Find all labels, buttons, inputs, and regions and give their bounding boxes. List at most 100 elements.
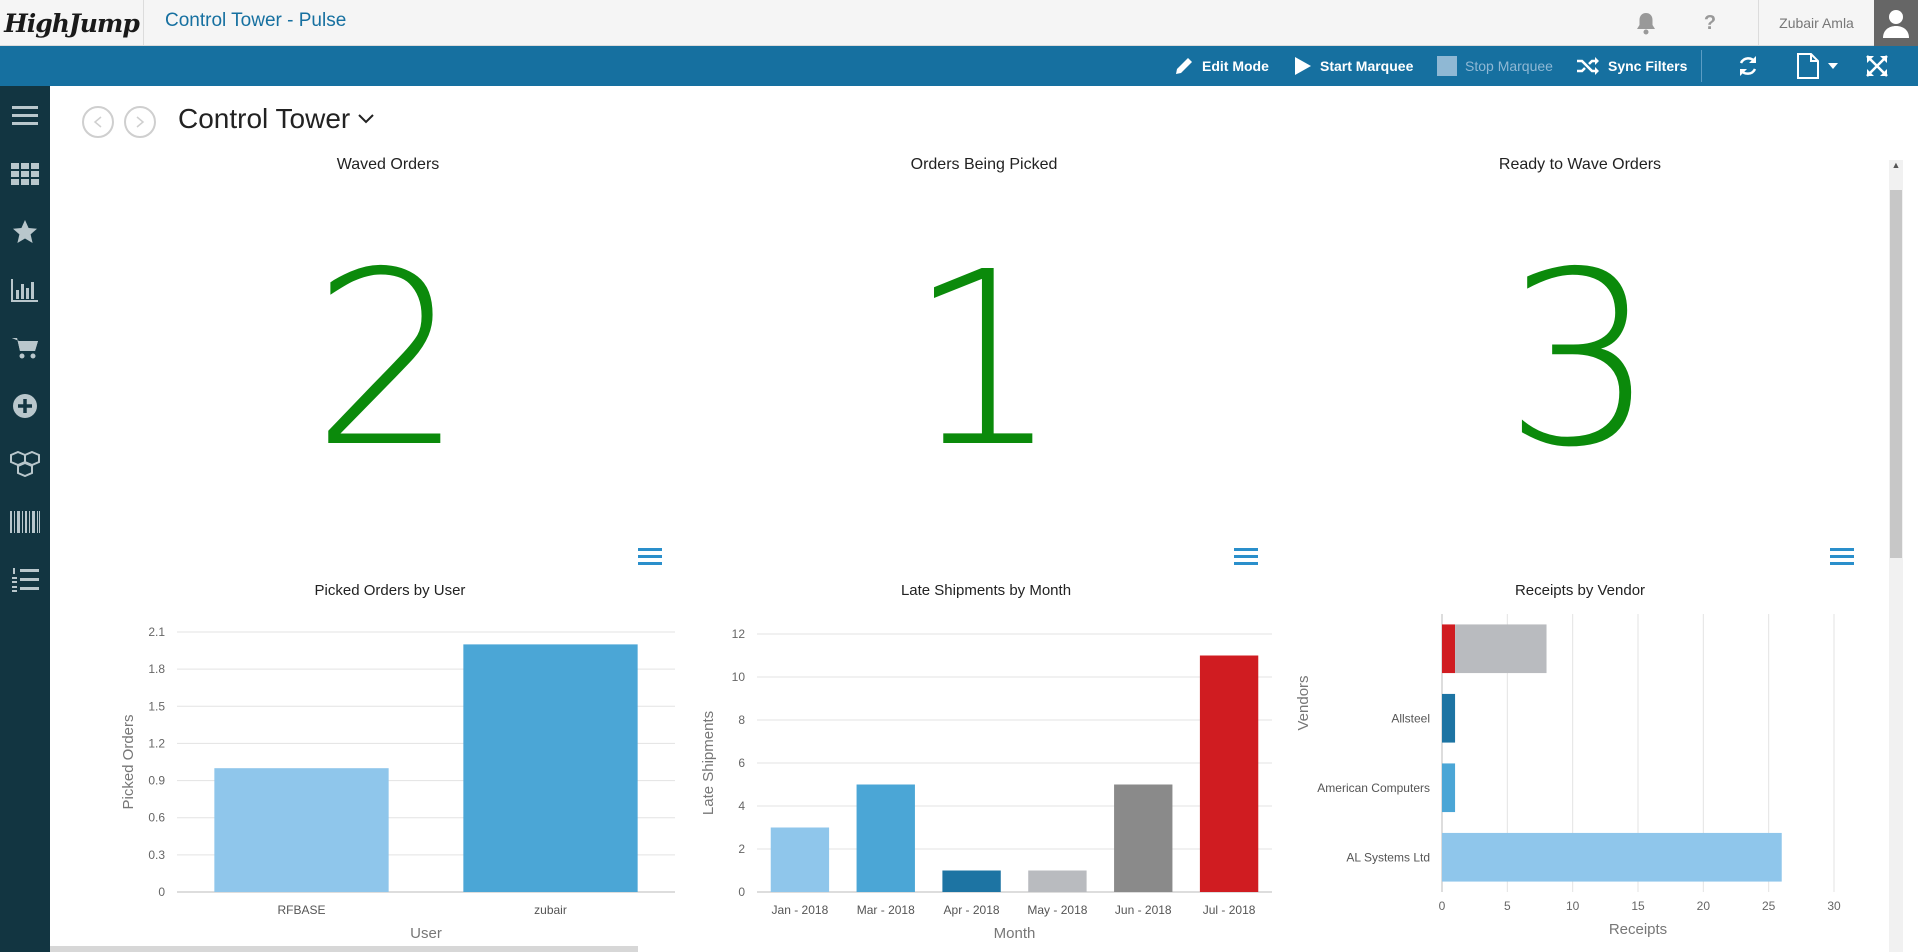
vertical-scrollbar-thumb[interactable] (1890, 190, 1902, 558)
bar (1442, 693, 1456, 743)
next-dashboard-button[interactable] (124, 106, 156, 138)
star-icon[interactable] (9, 216, 41, 248)
app-title: Control Tower - Pulse (165, 10, 347, 31)
y-axis-label: Vendors (1295, 675, 1312, 730)
y-tick-label: 12 (732, 627, 746, 641)
refresh-icon (1739, 56, 1757, 76)
bar (770, 827, 830, 892)
y-tick-label: 1.2 (148, 736, 165, 750)
pencil-icon (1176, 58, 1192, 74)
sidebar (0, 86, 50, 952)
chevron-right-icon (136, 116, 145, 128)
x-tick-label: May - 2018 (1027, 903, 1087, 917)
picked-orders-chart: 0 0.3 0.6 0.9 1.2 1.5 1.8 2.1 RFBASE zubair User Pi… (120, 625, 675, 942)
kpi-value-orders-being-picked: 1 (907, 220, 1061, 500)
x-tick-label: Mar - 2018 (857, 903, 915, 917)
x-tick-label: RFBASE (277, 903, 325, 917)
user-icon (1883, 10, 1909, 38)
fullscreen-button[interactable] (1866, 46, 1888, 86)
apps-grid-icon[interactable] (9, 158, 41, 190)
menu-icon[interactable] (9, 100, 41, 132)
y-tick-label: 0.6 (148, 811, 165, 825)
numbered-list-icon[interactable] (9, 564, 41, 596)
chart-menu-icon[interactable] (638, 546, 662, 566)
x-tick-label: zubair (534, 903, 567, 917)
y-tick-label: Allsteel (1391, 711, 1430, 725)
chart-menu-icon[interactable] (1830, 546, 1854, 566)
plus-circle-icon[interactable] (9, 390, 41, 422)
x-tick-label: 20 (1697, 899, 1711, 913)
chart-menu-icon[interactable] (1234, 546, 1258, 566)
avatar[interactable] (1874, 0, 1918, 46)
x-tick-label: Jun - 2018 (1115, 903, 1172, 917)
kpi-value-waved-orders: 2 (311, 220, 465, 500)
y-tick-label: 0.9 (148, 774, 165, 788)
expand-icon (1866, 55, 1888, 77)
dashboard-title: Control Tower (178, 103, 351, 134)
kpi-title-orders-being-picked: Orders Being Picked (910, 156, 1058, 173)
cart-icon[interactable] (9, 332, 41, 364)
chart-title-receipts-by-vendor: Receipts by Vendor (1514, 582, 1646, 599)
receipts-by-vendor-chart: 0 5 10 15 20 25 30 Allsteel American Computers AL… (1295, 614, 1841, 938)
dashboard-selector[interactable]: Control Tower (178, 103, 374, 135)
barcode-icon[interactable] (9, 506, 41, 538)
bar (463, 644, 638, 892)
edit-mode-button[interactable]: Edit Mode (1174, 46, 1269, 86)
y-tick-label: 4 (738, 799, 745, 813)
document-icon (1797, 53, 1819, 79)
x-tick-label: 10 (1566, 899, 1580, 913)
y-tick-label: 0.3 (148, 848, 165, 862)
kpi-title-waved-orders: Waved Orders (336, 156, 440, 173)
x-axis-label: Receipts (1609, 921, 1667, 938)
chart-title-late-shipments: Late Shipments by Month (900, 582, 1072, 599)
bar (942, 870, 1001, 892)
x-tick-label: 0 (1439, 899, 1446, 913)
y-tick-label: 1.5 (148, 699, 165, 713)
bar (1028, 870, 1087, 892)
play-icon (1295, 57, 1311, 75)
bar (1442, 832, 1782, 882)
y-tick-label: 2.1 (148, 625, 165, 639)
bar (1442, 624, 1456, 674)
y-tick-label: 2 (738, 842, 745, 856)
bar (1442, 763, 1456, 813)
bar (856, 784, 915, 892)
bell-icon[interactable] (1632, 9, 1660, 37)
refresh-button[interactable] (1736, 46, 1760, 86)
y-tick-label: AL Systems Ltd (1346, 850, 1430, 864)
chevron-left-icon (93, 116, 102, 128)
help-icon[interactable]: ? (1703, 11, 1717, 34)
x-tick-label: Apr - 2018 (944, 903, 1000, 917)
horizontal-scrollbar[interactable] (50, 946, 638, 952)
scroll-up-arrow-icon[interactable]: ▲ (1891, 160, 1901, 170)
bar-chart-icon[interactable] (9, 274, 41, 306)
y-tick-label: 0 (738, 885, 745, 899)
x-tick-label: Jan - 2018 (772, 903, 829, 917)
bar (214, 768, 389, 892)
x-tick-label: Jul - 2018 (1203, 903, 1256, 917)
x-tick-label: 15 (1631, 899, 1645, 913)
chevron-down-icon (358, 114, 374, 124)
top-header: HighJump Control Tower - Pulse ? Zubair … (0, 0, 1918, 46)
export-dropdown-button[interactable] (1796, 46, 1838, 86)
bar (1114, 784, 1173, 892)
chart-title-picked-orders: Picked Orders by User (314, 582, 466, 599)
y-tick-label: 6 (738, 756, 745, 770)
y-tick-label: 8 (738, 713, 745, 727)
shuffle-icon (1577, 57, 1599, 75)
previous-dashboard-button[interactable] (82, 106, 114, 138)
y-axis-label: Late Shipments (700, 711, 717, 815)
x-tick-label: 25 (1762, 899, 1776, 913)
sync-filters-button[interactable]: Sync Filters (1576, 46, 1687, 86)
stop-icon (1437, 56, 1457, 76)
x-tick-label: 30 (1827, 899, 1841, 913)
caret-down-icon (1828, 63, 1838, 69)
user-name[interactable]: Zubair Amla (1758, 0, 1874, 46)
start-marquee-button[interactable]: Start Marquee (1294, 46, 1413, 86)
stop-marquee-button[interactable]: Stop Marquee (1437, 46, 1553, 86)
bar (1199, 655, 1259, 892)
bar (1455, 624, 1547, 674)
highjump-logo[interactable]: HighJump (0, 0, 144, 46)
kpi-title-ready-to-wave-orders: Ready to Wave Orders (1498, 156, 1662, 173)
boxes-icon[interactable] (9, 448, 41, 480)
